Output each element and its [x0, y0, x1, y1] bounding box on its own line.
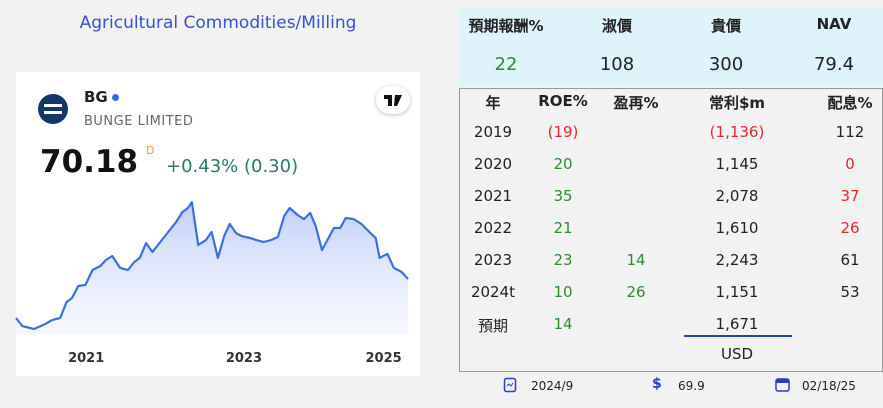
table-cell: 14 — [626, 251, 646, 269]
table-cell: 61 — [840, 251, 860, 269]
summary-header: 貴價 — [710, 17, 742, 35]
table-cell: 2,078 — [715, 187, 759, 205]
price: 70.18 — [40, 144, 139, 180]
x-tick-label: 2021 — [68, 351, 104, 366]
price-flag: D — [146, 144, 155, 157]
report-icon — [503, 377, 517, 393]
summary-value: 79.4 — [813, 54, 855, 75]
table-cell: 37 — [840, 187, 860, 205]
company-logo — [38, 94, 68, 124]
summary-value: 300 — [708, 54, 744, 75]
summary-header: 預期報酬% — [468, 17, 544, 35]
table-cell: 112 — [835, 123, 865, 141]
table-cell: 1,610 — [715, 219, 759, 237]
table-cell: 14 — [553, 315, 573, 333]
table-cell: 1,145 — [715, 155, 759, 173]
footer-period: 2024/9 — [531, 379, 574, 393]
table-cell: 53 — [840, 283, 860, 301]
table-header: ROE% — [538, 92, 588, 110]
unit: USD — [720, 345, 754, 363]
price-change: +0.43% (0.30) — [166, 156, 299, 177]
footer-currency: $ — [652, 376, 662, 392]
x-tick-label: 2025 — [366, 351, 402, 366]
table-cell: 2023 — [473, 251, 513, 269]
summary-header: NAV — [816, 15, 852, 33]
table-cell: 26 — [626, 283, 646, 301]
data-table — [459, 88, 883, 372]
table-cell: 20 — [553, 155, 573, 173]
table-cell: (1,136) — [709, 123, 765, 141]
status-dot — [112, 94, 119, 101]
table-cell: 2021 — [473, 187, 513, 205]
table-cell: 1,671 — [715, 315, 759, 333]
price-line — [15, 201, 409, 331]
table-cell: 0 — [845, 155, 855, 173]
summary-value: 22 — [494, 54, 518, 75]
tv-logo[interactable] — [376, 86, 410, 114]
page-title: Agricultural Commodities/Milling — [79, 13, 357, 33]
table-cell: 預期 — [477, 317, 509, 335]
area-fill — [16, 202, 408, 335]
summary-panel — [459, 8, 883, 86]
table-cell: 2,243 — [715, 251, 759, 269]
table-cell: (19) — [547, 123, 579, 141]
table-cell: 10 — [553, 283, 573, 301]
table-cell: 2022 — [473, 219, 513, 237]
table-header: 年 — [485, 94, 501, 112]
footer-price: 69.9 — [678, 379, 705, 393]
table-cell: 2019 — [473, 123, 513, 141]
table-cell: 2020 — [473, 155, 513, 173]
footer-date: 02/18/25 — [802, 379, 856, 393]
price-chart: 2021 2023 2025 — [15, 201, 409, 366]
sum-underline — [684, 335, 792, 337]
calendar-icon — [775, 378, 790, 392]
table-header: 盈再% — [613, 94, 659, 112]
summary-value: 108 — [599, 54, 635, 75]
table-header: 配息% — [827, 94, 873, 112]
summary-header: 淑價 — [601, 17, 633, 35]
table-cell: 35 — [553, 187, 573, 205]
table-cell: 26 — [840, 219, 860, 237]
table-header: 常利$m — [708, 94, 766, 112]
symbol: BG — [84, 88, 108, 106]
x-tick-label: 2023 — [226, 351, 262, 366]
company-name: BUNGE LIMITED — [84, 114, 194, 129]
table-cell: 2024t — [470, 283, 516, 301]
table-cell: 1,151 — [715, 283, 759, 301]
table-cell: 21 — [553, 219, 573, 237]
table-cell: 23 — [553, 251, 573, 269]
